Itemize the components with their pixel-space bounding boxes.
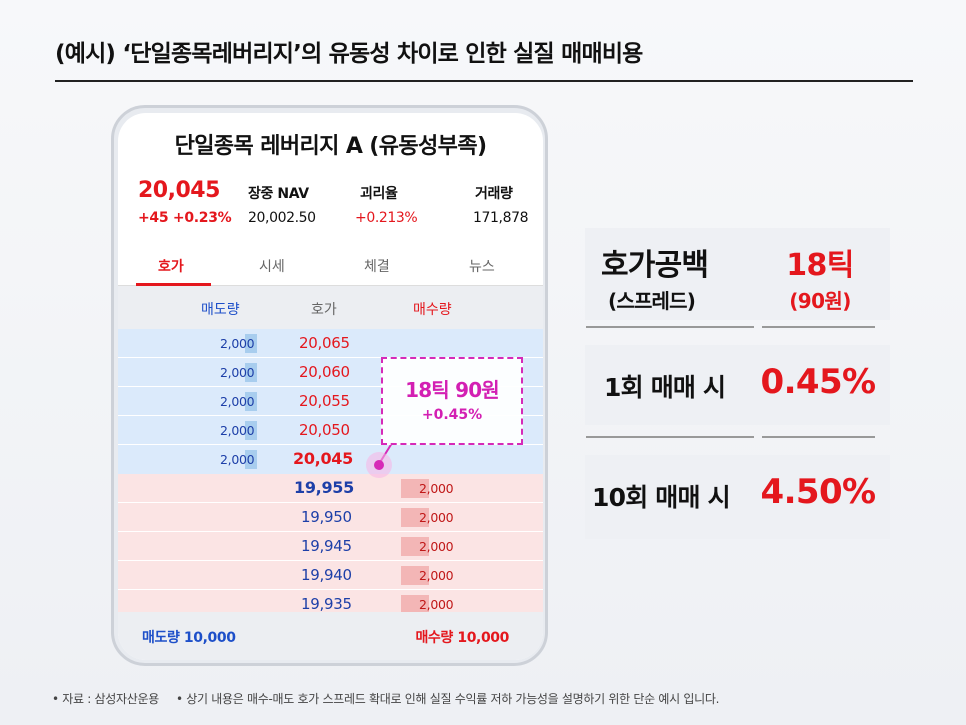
bid-price-best: 19,955 — [294, 478, 354, 497]
column-buy-qty: 매수량 — [413, 302, 452, 318]
one-trade-cost: 0.45% — [760, 362, 877, 402]
headline-divider — [55, 80, 913, 82]
spread-summary-box — [585, 228, 890, 320]
orderbook-totals: 매도량 10,000 매수량 10,000 — [118, 612, 543, 660]
summary-divider — [586, 436, 754, 438]
stat-label-volume: 거래량 — [475, 186, 513, 202]
tab-news[interactable]: 뉴스 — [469, 259, 495, 275]
page-headline: (예시) ‘단일종목레버리지’의 유동성 차이로 인한 실질 매매비용 — [55, 41, 643, 67]
active-tab-indicator — [136, 283, 211, 286]
bid-volume-bar — [401, 508, 429, 527]
ask-price-current: 20,045 — [293, 449, 353, 468]
total-buy-volume: 매수량 10,000 — [415, 630, 509, 646]
bid-qty: 2,000 — [419, 481, 454, 496]
spread-label: 호가공백 — [601, 248, 709, 283]
bid-qty: 2,000 — [419, 539, 454, 554]
ask-row[interactable]: 2,000 20,065 — [118, 329, 543, 358]
bid-row[interactable]: 19,950 2,000 — [118, 503, 543, 532]
stat-label-deviation: 괴리율 — [360, 186, 398, 202]
ten-trade-cost: 4.50% — [760, 472, 877, 512]
orderbook-column-header: 매도량 호가 매수량 — [118, 286, 543, 329]
ask-qty: 2,000 — [220, 452, 255, 467]
tab-trades[interactable]: 체결 — [364, 259, 390, 275]
bid-volume-bar — [401, 479, 429, 498]
bid-price: 19,940 — [301, 566, 352, 584]
ask-qty: 2,000 — [220, 423, 255, 438]
ask-qty: 2,000 — [220, 394, 255, 409]
summary-divider — [586, 326, 754, 328]
spread-pointer — [366, 442, 393, 478]
callout-spread-ticks: 18틱 90원 — [405, 378, 500, 402]
source-note: • 자료 : 삼성자산운용 — [52, 692, 159, 706]
bid-volume-bar — [401, 595, 429, 614]
bid-price: 19,935 — [301, 595, 352, 613]
ask-volume-bar — [245, 392, 257, 411]
bid-qty: 2,000 — [419, 568, 454, 583]
bid-row[interactable]: 19,955 2,000 — [118, 474, 543, 503]
tab-quote[interactable]: 시세 — [259, 259, 285, 275]
bid-qty: 2,000 — [419, 597, 454, 612]
ask-volume-bar — [245, 421, 257, 440]
ask-price: 20,065 — [299, 334, 350, 352]
ask-volume-bar — [245, 363, 257, 382]
spread-callout: 18틱 90원 +0.45% — [381, 357, 523, 445]
bid-volume-bar — [401, 537, 429, 556]
summary-divider — [762, 326, 875, 328]
ask-price: 20,060 — [299, 363, 350, 381]
callout-spread-percent: +0.45% — [421, 407, 483, 423]
column-price: 호가 — [311, 302, 337, 318]
bid-qty: 2,000 — [419, 510, 454, 525]
current-price: 20,045 — [138, 178, 220, 203]
tab-bar: 호가 시세 체결 뉴스 — [118, 244, 543, 286]
one-trade-label: 1회 매매 시 — [604, 373, 726, 402]
bid-price: 19,950 — [301, 508, 352, 526]
stat-value-nav: 20,002.50 — [248, 210, 316, 226]
stat-value-volume: 171,878 — [473, 210, 529, 226]
summary-divider — [762, 436, 875, 438]
total-sell-volume: 매도량 10,000 — [142, 630, 236, 646]
spread-won-value: (90원) — [789, 289, 851, 313]
column-sell-qty: 매도량 — [201, 302, 240, 318]
disclaimer-note: • 상기 내용은 매수-매도 호가 스프레드 확대로 인해 실질 수익률 저하 … — [176, 692, 720, 706]
bid-row[interactable]: 19,940 2,000 — [118, 561, 543, 590]
ten-trade-label: 10회 매매 시 — [592, 483, 731, 512]
stat-label-nav: 장중 NAV — [248, 186, 309, 202]
ten-trade-box — [585, 455, 890, 539]
price-change: +45 +0.23% — [138, 210, 232, 226]
stat-value-deviation: +0.213% — [355, 210, 418, 226]
tab-orderbook[interactable]: 호가 — [158, 259, 184, 275]
bid-price: 19,945 — [301, 537, 352, 555]
ask-price: 20,055 — [299, 392, 350, 410]
ask-qty: 2,000 — [220, 365, 255, 380]
ask-volume-bar — [245, 450, 257, 469]
spread-label-sub: (스프레드) — [608, 289, 696, 313]
ask-row[interactable]: 2,000 20,045 — [118, 445, 543, 474]
ask-qty: 2,000 — [220, 336, 255, 351]
ask-volume-bar — [245, 334, 257, 353]
bid-volume-bar — [401, 566, 429, 585]
stock-title: 단일종목 레버리지 A (유동성부족) — [174, 134, 487, 159]
ask-price: 20,050 — [299, 421, 350, 439]
bid-row[interactable]: 19,945 2,000 — [118, 532, 543, 561]
one-trade-box — [585, 345, 890, 425]
spread-ticks-value: 18틱 — [786, 248, 854, 283]
trading-app-screen: 단일종목 레버리지 A (유동성부족) 20,045 +45 +0.23% 장중… — [118, 113, 543, 660]
